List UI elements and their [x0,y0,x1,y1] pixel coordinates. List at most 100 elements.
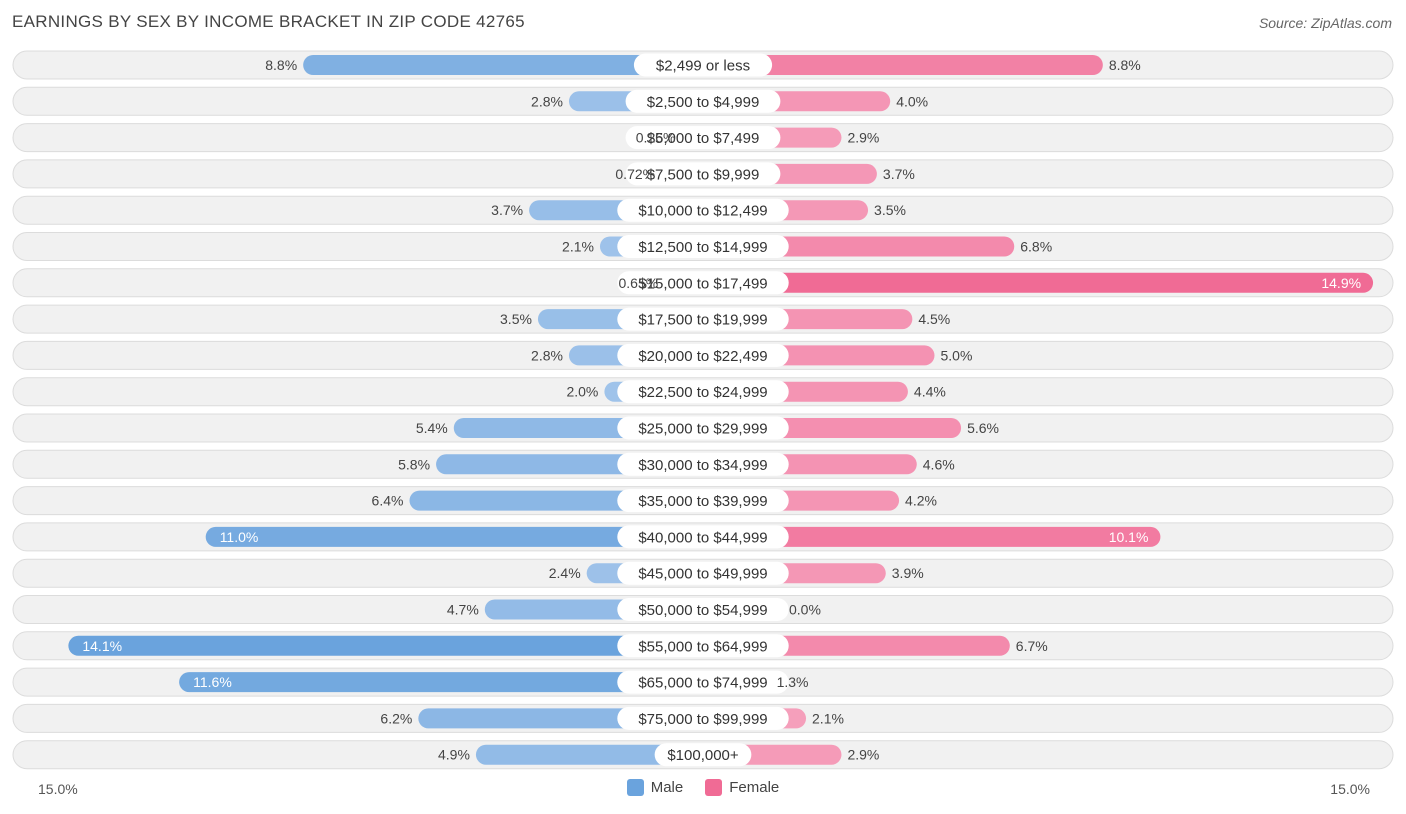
male-value-label: 2.1% [562,239,594,255]
male-value-label: 2.8% [531,93,563,109]
female-value-label: 1.3% [777,674,809,690]
legend: Male Female [0,779,1406,796]
male-value-label: 3.5% [500,311,532,327]
male-bar [475,744,703,765]
category-label: $22,500 to $24,999 [638,384,767,401]
female-swatch-icon [705,779,723,796]
female-value-label: 6.7% [1016,638,1048,654]
male-value-label: 5.4% [416,420,448,436]
category-label: $75,000 to $99,999 [638,711,767,728]
male-value-label: 11.0% [220,529,259,545]
male-value-label: 5.8% [398,456,430,472]
female-value-label: 3.9% [892,565,924,581]
category-label-pill [617,452,789,476]
category-label: $12,500 to $14,999 [638,239,767,256]
category-label: $35,000 to $39,999 [638,493,767,510]
chart-title: EARNINGS BY SEX BY INCOME BRACKET IN ZIP… [12,12,525,31]
female-value-label: 4.0% [896,93,928,109]
legend-item-female[interactable]: Female [705,779,779,796]
male-bar [68,635,704,656]
female-value-label: 3.7% [883,166,915,182]
category-label: $40,000 to $44,999 [638,529,767,546]
category-label: $55,000 to $64,999 [638,638,767,655]
female-bar [703,55,1103,75]
category-label: $100,000+ [667,747,739,764]
category-label: $10,000 to $12,499 [638,203,767,220]
legend-male-label: Male [650,779,684,796]
male-value-label: 0.65% [619,275,659,291]
category-label-pill [617,706,789,730]
female-value-label: 4.5% [918,311,950,327]
axis-min-label: 15.0% [38,781,78,797]
category-label: $2,499 or less [656,58,750,75]
category-label-pill [617,561,789,585]
category-label: $5,000 to $7,499 [647,130,760,147]
male-value-label: 4.9% [438,747,470,763]
category-label-pill [617,489,789,513]
category-label: $45,000 to $49,999 [638,566,767,583]
female-bar [703,272,1374,293]
female-bar [703,526,1161,547]
category-label-pill [654,743,752,767]
category-label: $20,000 to $22,499 [638,348,767,365]
female-value-label: 0.0% [789,602,821,618]
female-value-label: 5.0% [941,347,973,363]
category-label: $50,000 to $54,999 [638,602,767,619]
axis-max-label: 15.0% [1330,781,1370,797]
category-label: $2,500 to $4,999 [647,94,760,111]
male-value-label: 14.1% [82,638,122,654]
category-label-pill [617,598,789,621]
male-bar [179,672,703,693]
male-bar [205,526,703,547]
female-value-label: 6.8% [1020,239,1052,255]
category-label-pill [617,416,789,440]
category-label-pill [625,126,781,150]
male-value-label: 3.7% [491,202,523,218]
category-label: $17,500 to $19,999 [638,312,767,329]
female-value-label: 8.8% [1109,57,1141,73]
male-value-label: 6.2% [380,710,412,726]
category-label-pill [617,343,789,367]
category-label: $25,000 to $29,999 [638,421,767,438]
category-label: $65,000 to $74,999 [638,675,767,692]
male-bar [303,55,703,75]
category-label-pill [617,380,789,404]
male-value-label: 4.7% [447,602,479,618]
category-label: $30,000 to $34,999 [638,457,767,474]
category-label-pill [617,634,789,658]
male-value-label: 11.6% [193,674,232,690]
category-label-pill [617,307,789,331]
male-value-label: 0.26% [636,130,676,146]
category-label-pill [625,89,781,113]
female-value-label: 3.5% [874,202,906,218]
category-label-pill [617,235,789,258]
female-value-label: 2.9% [847,130,879,146]
male-value-label: 2.4% [549,565,581,581]
female-value-label: 4.2% [905,493,937,509]
female-value-label: 5.6% [967,420,999,436]
category-label-pill [617,198,789,222]
category-label-pill [617,271,789,295]
category-label-pill [633,53,773,77]
source-credit: Source: ZipAtlas.com [1258,15,1392,31]
male-value-label: 0.72% [615,166,655,182]
female-value-label: 2.9% [847,747,879,763]
category-label-pill [617,525,789,549]
category-label-pill [617,670,789,694]
male-value-label: 2.0% [566,384,598,400]
legend-female-label: Female [729,779,780,796]
female-value-label: 4.4% [914,384,946,400]
female-value-label: 4.6% [923,456,955,472]
female-value-label: 10.1% [1109,529,1149,545]
category-label: $7,500 to $9,999 [647,166,760,183]
category-label: $15,000 to $17,499 [638,275,767,292]
male-value-label: 8.8% [265,57,297,73]
female-value-label: 14.9% [1321,275,1361,291]
category-label-pill [625,162,781,186]
male-swatch-icon [626,779,644,796]
female-value-label: 2.1% [812,710,844,726]
male-value-label: 2.8% [531,347,563,363]
legend-item-male[interactable]: Male [626,779,684,796]
male-value-label: 6.4% [372,493,404,509]
